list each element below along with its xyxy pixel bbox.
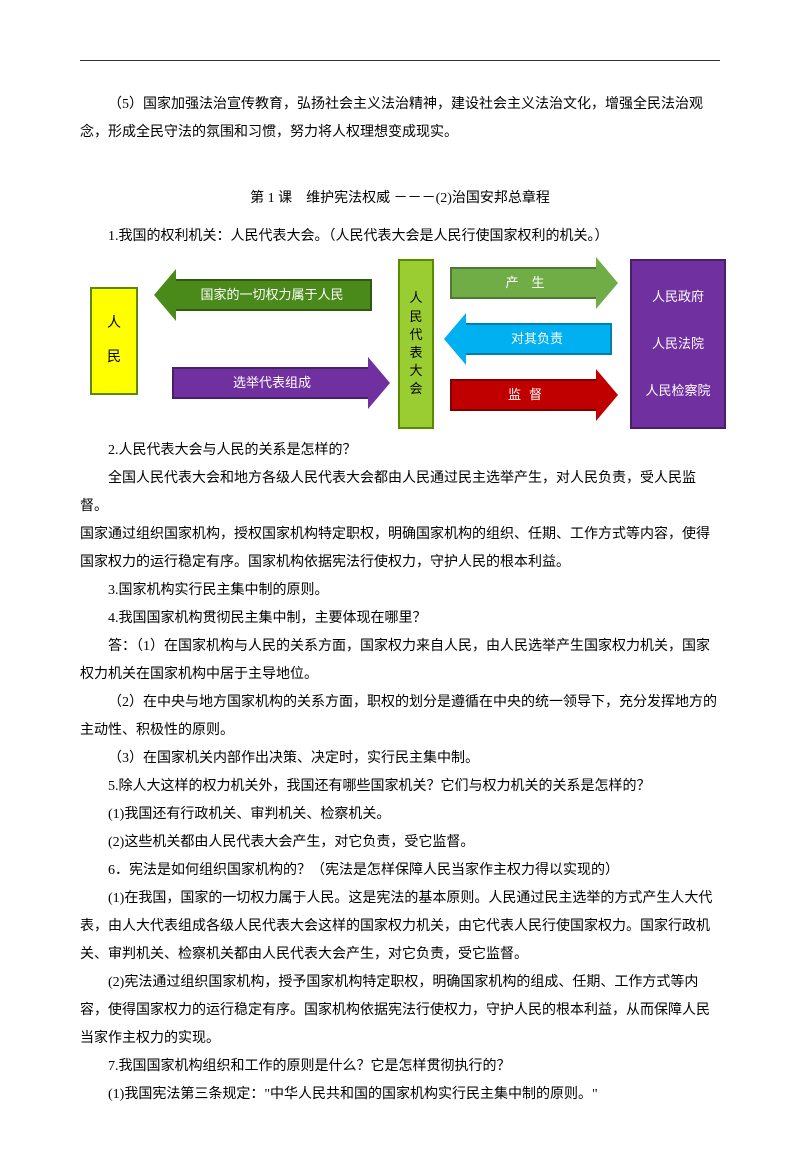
arrow-generate: 产 生 <box>450 267 600 299</box>
text: 2.人民代表大会与人民的关系是怎样的？ <box>108 443 357 458</box>
question-3: 3.国家机构实行民主集中制的原则。 <box>80 577 720 605</box>
horizontal-rule <box>80 60 720 61</box>
text: 民 <box>409 308 422 326</box>
text: (1)我国宪法第三条规定："中华人民共和国的国家机构实行民主集中制的原则。" <box>108 1087 598 1102</box>
text: 答：（1）在国家机构与人民的关系方面，国家权力来自人民，由人民选举产生国家权力机… <box>80 639 710 682</box>
question-5: 5.除人大这样的权力机关外，我国还有哪些国家机关？它们与权力机关的关系是怎样的？ <box>80 773 720 801</box>
paragraph: 国家通过组织国家机构，授权国家机构特定职权，明确国家机构的组织、任期、工作方式等… <box>80 521 720 577</box>
text: 4.我国国家机构贯彻民主集中制，主要体现在哪里？ <box>108 611 427 626</box>
text: 全国人民代表大会和地方各级人民代表大会都由人民通过民主选举产生，对人民负责，受人… <box>80 471 696 514</box>
paragraph: （3）在国家机关内部作出决策、决定时，实行民主集中制。 <box>80 745 720 773</box>
arrow-elect: 选举代表组成 <box>172 367 372 399</box>
arrow-responsible: 对其负责 <box>462 323 612 355</box>
text: 表 <box>409 344 422 362</box>
arrow-label: 选举代表组成 <box>233 370 311 396</box>
text: (1)在我国，国家的一切权力属于人民。这是宪法的基本原则。人民通过民主选举的方式… <box>80 891 712 962</box>
text: 6．宪法是如何组织国家机构的？（宪法是怎样保障人民当家作主权力得以实现的） <box>108 863 619 878</box>
paragraph: 全国人民代表大会和地方各级人民代表大会都由人民通过民主选举产生，对人民负责，受人… <box>80 465 720 521</box>
text: 大 <box>409 362 422 380</box>
paragraph: 答：（1）在国家机构与人民的关系方面，国家权力来自人民，由人民选举产生国家权力机… <box>80 633 720 689</box>
text: 人民法院 <box>652 331 704 357</box>
text: (2)宪法通过组织国家机构，授予国家机构特定职权，明确国家机构的组成、任期、工作… <box>80 975 710 1046</box>
arrow-label: 产 生 <box>505 270 544 296</box>
text: 5.除人大这样的权力机关外，我国还有哪些国家机关？它们与权力机关的关系是怎样的？ <box>108 779 651 794</box>
text: 民 <box>107 341 121 375</box>
text: 人 <box>409 289 422 307</box>
question-6: 6．宪法是如何组织国家机构的？（宪法是怎样保障人民当家作主权力得以实现的） <box>80 857 720 885</box>
text: 人 <box>107 307 121 341</box>
text: 国家通过组织国家机构，授权国家机构特定职权，明确国家机构的组织、任期、工作方式等… <box>80 527 710 570</box>
section-title: 第 1 课 维护宪法权威 －－－(2)治国安邦总章程 <box>80 185 720 213</box>
box-organs: 人民政府 人民法院 人民检察院 <box>630 259 726 429</box>
text: 第 1 课 维护宪法权威 －－－(2)治国安邦总章程 <box>250 191 550 206</box>
text: 会 <box>409 380 422 398</box>
arrow-power-belongs: 国家的一切权力属于人民 <box>172 279 372 311</box>
text: （5）国家加强法治宣传教育，弘扬社会主义法治精神，建设社会主义法治文化，增强全民… <box>80 97 703 140</box>
question-7: 7.我国国家机构组织和工作的原则是什么？它是怎样贯彻执行的？ <box>80 1053 720 1081</box>
arrow-label: 对其负责 <box>511 326 563 352</box>
paragraph: (1)我国还有行政机关、审判机关、检察机关。 <box>80 801 720 829</box>
question-1: 1.我国的权利机关：人民代表大会。（人民代表大会是人民行使国家权利的机关。） <box>80 223 720 251</box>
text: 代 <box>409 326 422 344</box>
question-2: 2.人民代表大会与人民的关系是怎样的？ <box>80 437 720 465</box>
paragraph: (2)这些机关都由人民代表大会产生，对它负责，受它监督。 <box>80 829 720 857</box>
arrow-supervise: 监督 <box>450 379 600 411</box>
paragraph: (1)我国宪法第三条规定："中华人民共和国的国家机构实行民主集中制的原则。" <box>80 1081 720 1109</box>
text: 人民政府 <box>652 284 704 310</box>
box-congress: 人 民 代 表 大 会 <box>398 259 434 429</box>
paragraph: （2）在中央与地方国家机构的关系方面，职权的划分是遵循在中央的统一领导下，充分发… <box>80 689 720 745</box>
text: 1.我国的权利机关：人民代表大会。（人民代表大会是人民行使国家权利的机关。） <box>108 229 609 244</box>
text: 人民检察院 <box>645 378 710 404</box>
text: (2)这些机关都由人民代表大会产生，对它负责，受它监督。 <box>108 835 474 850</box>
paragraph: (2)宪法通过组织国家机构，授予国家机构特定职权，明确国家机构的组成、任期、工作… <box>80 969 720 1053</box>
paragraph: （5）国家加强法治宣传教育，弘扬社会主义法治精神，建设社会主义法治文化，增强全民… <box>80 91 720 147</box>
arrow-label: 国家的一切权力属于人民 <box>200 282 343 308</box>
text: （2）在中央与地方国家机构的关系方面，职权的划分是遵循在中央的统一领导下，充分发… <box>80 695 717 738</box>
flowchart-diagram: 人 民 国家的一切权力属于人民 选举代表组成 人 民 代 表 大 会 产 生 对… <box>90 259 730 429</box>
box-people: 人 民 <box>90 287 138 395</box>
text: （3）在国家机关内部作出决策、决定时，实行民主集中制。 <box>108 751 479 766</box>
text: 7.我国国家机构组织和工作的原则是什么？它是怎样贯彻执行的？ <box>108 1059 511 1074</box>
question-4: 4.我国国家机构贯彻民主集中制，主要体现在哪里？ <box>80 605 720 633</box>
paragraph: (1)在我国，国家的一切权力属于人民。这是宪法的基本原则。人民通过民主选举的方式… <box>80 885 720 969</box>
text: 3.国家机构实行民主集中制的原则。 <box>108 583 329 598</box>
text: (1)我国还有行政机关、审判机关、检察机关。 <box>108 807 390 822</box>
arrow-label: 监督 <box>508 382 550 408</box>
